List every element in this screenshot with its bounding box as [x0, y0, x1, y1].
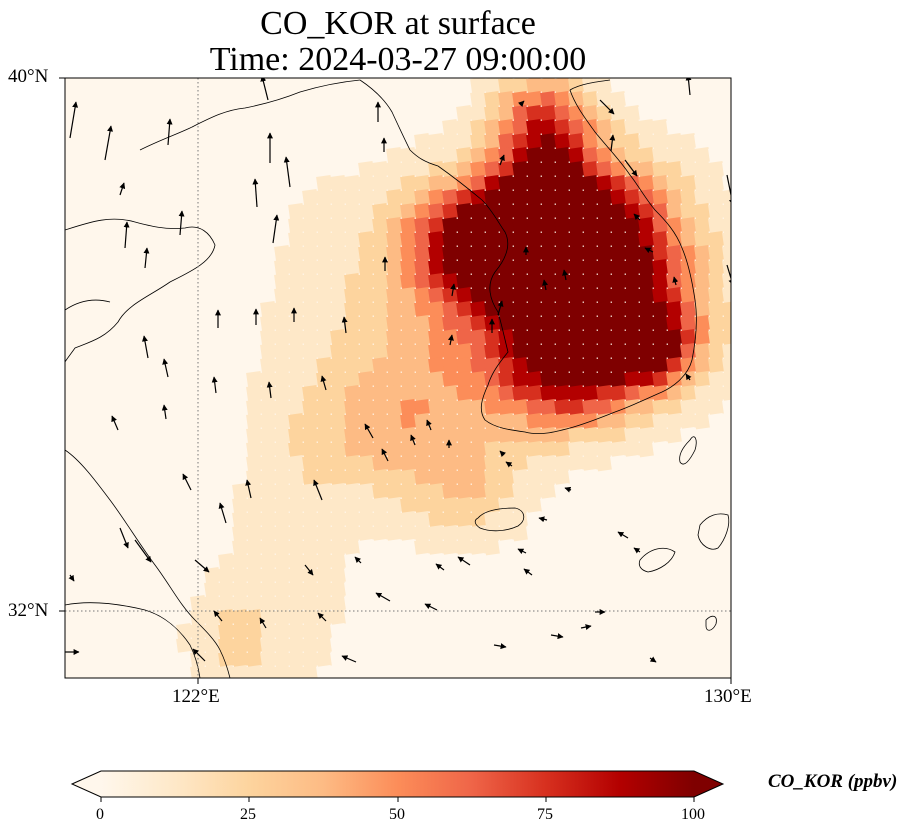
wind-arrow	[426, 419, 432, 431]
lon-tick-122: 122°E	[172, 686, 220, 707]
wind-arrow	[111, 415, 119, 431]
wind-arrow	[580, 624, 592, 631]
map-canvas	[65, 78, 731, 678]
wind-arrow	[499, 450, 506, 457]
wind-arrow	[142, 335, 149, 359]
wind-arrow	[649, 656, 657, 663]
wind-arrow	[213, 610, 223, 622]
wind-arrow	[617, 531, 629, 539]
lat-tick-32: 32°N	[8, 600, 49, 621]
wind-arrow	[354, 556, 362, 564]
wind-arrow	[633, 547, 641, 554]
wind-arrow	[726, 264, 731, 286]
wind-arrow	[493, 643, 507, 650]
wind-arrow	[182, 473, 192, 491]
wind-arrow	[166, 118, 173, 146]
wind-arrow	[644, 247, 654, 254]
wind-arrow	[685, 373, 692, 381]
map-title: CO_KOR at surface	[260, 5, 536, 42]
wind-arrow	[564, 486, 572, 493]
colorbar-tick-0: 0	[96, 806, 104, 823]
colorbar-ticks	[100, 797, 695, 802]
wind-arrow	[68, 574, 75, 582]
co-concentration-field	[176, 78, 731, 678]
colorbar-tick-25: 25	[240, 806, 256, 823]
wind-arrow	[178, 210, 185, 236]
wind-arrow	[550, 633, 564, 640]
colorbar-min-extend	[72, 771, 101, 797]
wind-arrow	[457, 556, 471, 566]
colorbar-max-extend	[694, 771, 723, 797]
axis-ticks	[59, 77, 732, 684]
colorbar-gradient	[101, 771, 694, 797]
wind-arrow	[266, 381, 273, 399]
wind-arrow	[283, 156, 291, 188]
colorbar-tick-75: 75	[537, 806, 553, 823]
wind-arrow	[211, 376, 218, 394]
wind-arrow	[435, 563, 445, 571]
wind-arrow	[375, 592, 391, 602]
wind-arrow	[518, 100, 525, 107]
gridlines	[65, 78, 731, 678]
wind-arrow	[341, 655, 357, 663]
wind-arrow	[538, 516, 548, 523]
wind-arrow	[320, 375, 327, 391]
wind-arrow	[599, 99, 615, 115]
wind-arrow	[260, 78, 269, 101]
wind-arrow	[304, 564, 314, 576]
wind-arrow	[624, 159, 638, 177]
wind-arrow	[672, 276, 679, 286]
wind-arrow	[194, 559, 210, 573]
map-frame	[64, 77, 732, 679]
wind-arrow	[499, 154, 505, 166]
wind-arrow	[259, 617, 267, 629]
wind-arrow	[162, 358, 169, 378]
wind-arrow	[447, 334, 454, 346]
wind-arrow	[450, 283, 457, 297]
wind-arrow	[364, 423, 374, 439]
wind-arrow	[523, 568, 533, 576]
lat-tick-40: 40°N	[8, 66, 49, 87]
wind-arrow	[123, 221, 130, 249]
wind-arrow	[562, 269, 569, 281]
wind-arrow	[161, 404, 168, 420]
lon-tick-130: 130°E	[704, 686, 752, 707]
wind-arrow	[313, 479, 323, 501]
wind-arrow	[497, 300, 504, 316]
wind-vectors	[65, 78, 731, 663]
wind-arrow	[317, 612, 327, 622]
wind-arrow	[410, 434, 416, 446]
wind-arrow	[424, 603, 438, 611]
wind-arrow	[192, 648, 206, 662]
coastlines	[65, 79, 730, 678]
wind-arrow	[143, 247, 150, 269]
map-subtitle-time: Time: 2024-03-27 09:00:00	[209, 41, 587, 78]
wind-arrow	[341, 316, 348, 334]
colorbar-label: CO_KOR (ppbv)	[768, 771, 898, 792]
wind-arrow	[542, 279, 549, 291]
wind-arrow	[134, 539, 152, 563]
wind-arrow	[381, 448, 389, 462]
wind-arrow	[218, 502, 227, 524]
wind-arrow	[609, 134, 616, 152]
wind-arrow	[119, 527, 129, 549]
wind-arrow	[272, 214, 280, 244]
wind-arrow	[69, 101, 79, 139]
wind-arrow	[104, 125, 114, 161]
wind-arrow	[633, 213, 641, 221]
wind-arrow	[119, 182, 126, 196]
wind-arrow	[245, 479, 252, 499]
wind-arrow	[252, 178, 259, 208]
colorbar-tick-100: 100	[681, 806, 705, 823]
wind-arrow	[517, 548, 527, 555]
wind-arrow	[505, 461, 513, 468]
colorbar-tick-50: 50	[389, 806, 405, 823]
wind-arrow	[726, 174, 731, 206]
